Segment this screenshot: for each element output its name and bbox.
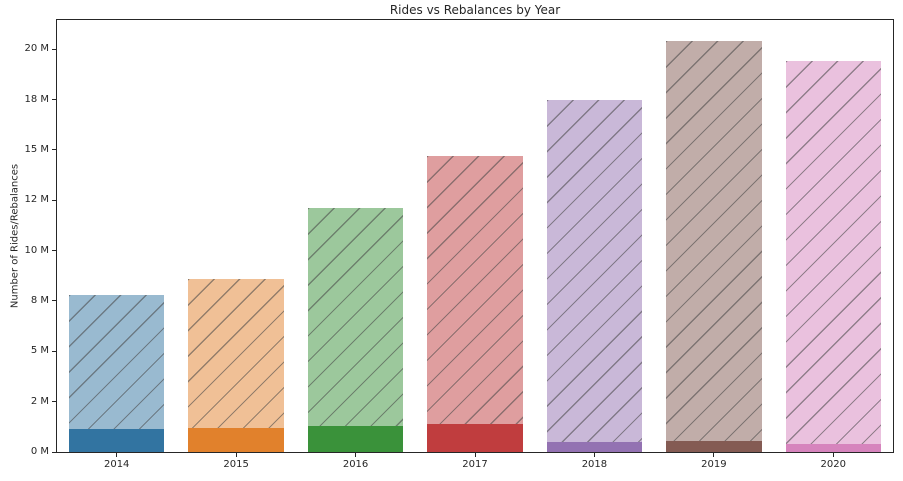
y-tick-label: 20 M (24, 43, 49, 55)
x-tick-label-2018: 2018 (581, 459, 608, 470)
rebalances-bar-2019 (666, 440, 762, 452)
rides-bar-2017 (427, 155, 523, 452)
x-tick-label-2020: 2020 (820, 459, 846, 470)
y-tick-label: 10 M (24, 244, 49, 256)
rides-bar-2019 (666, 41, 762, 452)
y-tick-mark (52, 199, 56, 201)
y-tick-label: 2 M (30, 395, 49, 407)
chart-title: Rides vs Rebalances by Year (389, 3, 561, 17)
rides-bar-2015 (188, 278, 284, 452)
rebalances-bar-2016 (307, 425, 404, 452)
y-tick-mark (52, 401, 56, 403)
y-tick-mark (52, 48, 56, 50)
rides-bar-2016 (307, 208, 404, 452)
x-tick-label-2017: 2017 (462, 459, 488, 470)
rebalances-bar-2018 (546, 442, 643, 452)
rides-bar-2020 (785, 61, 882, 452)
y-tick-mark (52, 350, 56, 352)
x-tick-label-2014: 2014 (103, 459, 130, 470)
y-tick-label: 18 M (24, 93, 49, 105)
rides-bar-2014 (68, 294, 165, 452)
y-axis-label: Number of Rides/Rebalances (9, 163, 21, 309)
x-tick-mark (474, 453, 476, 457)
x-tick-label-2015: 2015 (223, 459, 249, 470)
x-tick-mark (713, 453, 715, 457)
rebalances-bar-2014 (68, 429, 165, 452)
y-tick-mark (52, 300, 56, 302)
y-tick-label: 15 M (24, 143, 49, 155)
rebalances-bar-2020 (785, 443, 882, 452)
rides-bar-2018 (546, 99, 643, 452)
x-tick-label-2016: 2016 (342, 459, 369, 470)
y-tick-mark (52, 149, 56, 151)
x-tick-label-2019: 2019 (701, 459, 727, 470)
x-tick-mark (355, 453, 357, 457)
y-tick-label: 8 M (30, 294, 49, 306)
y-tick-mark (52, 451, 56, 453)
x-tick-mark (116, 453, 118, 457)
rebalances-bar-2015 (188, 428, 284, 452)
y-tick-label: 5 M (30, 345, 49, 357)
y-tick-mark (52, 250, 56, 252)
x-tick-mark (832, 453, 834, 457)
rebalances-bar-2017 (427, 423, 523, 452)
y-tick-label: 12 M (24, 194, 49, 206)
x-tick-mark (235, 453, 237, 457)
y-tick-mark (52, 99, 56, 101)
y-tick-label: 0 M (30, 446, 49, 457)
x-tick-mark (593, 453, 595, 457)
